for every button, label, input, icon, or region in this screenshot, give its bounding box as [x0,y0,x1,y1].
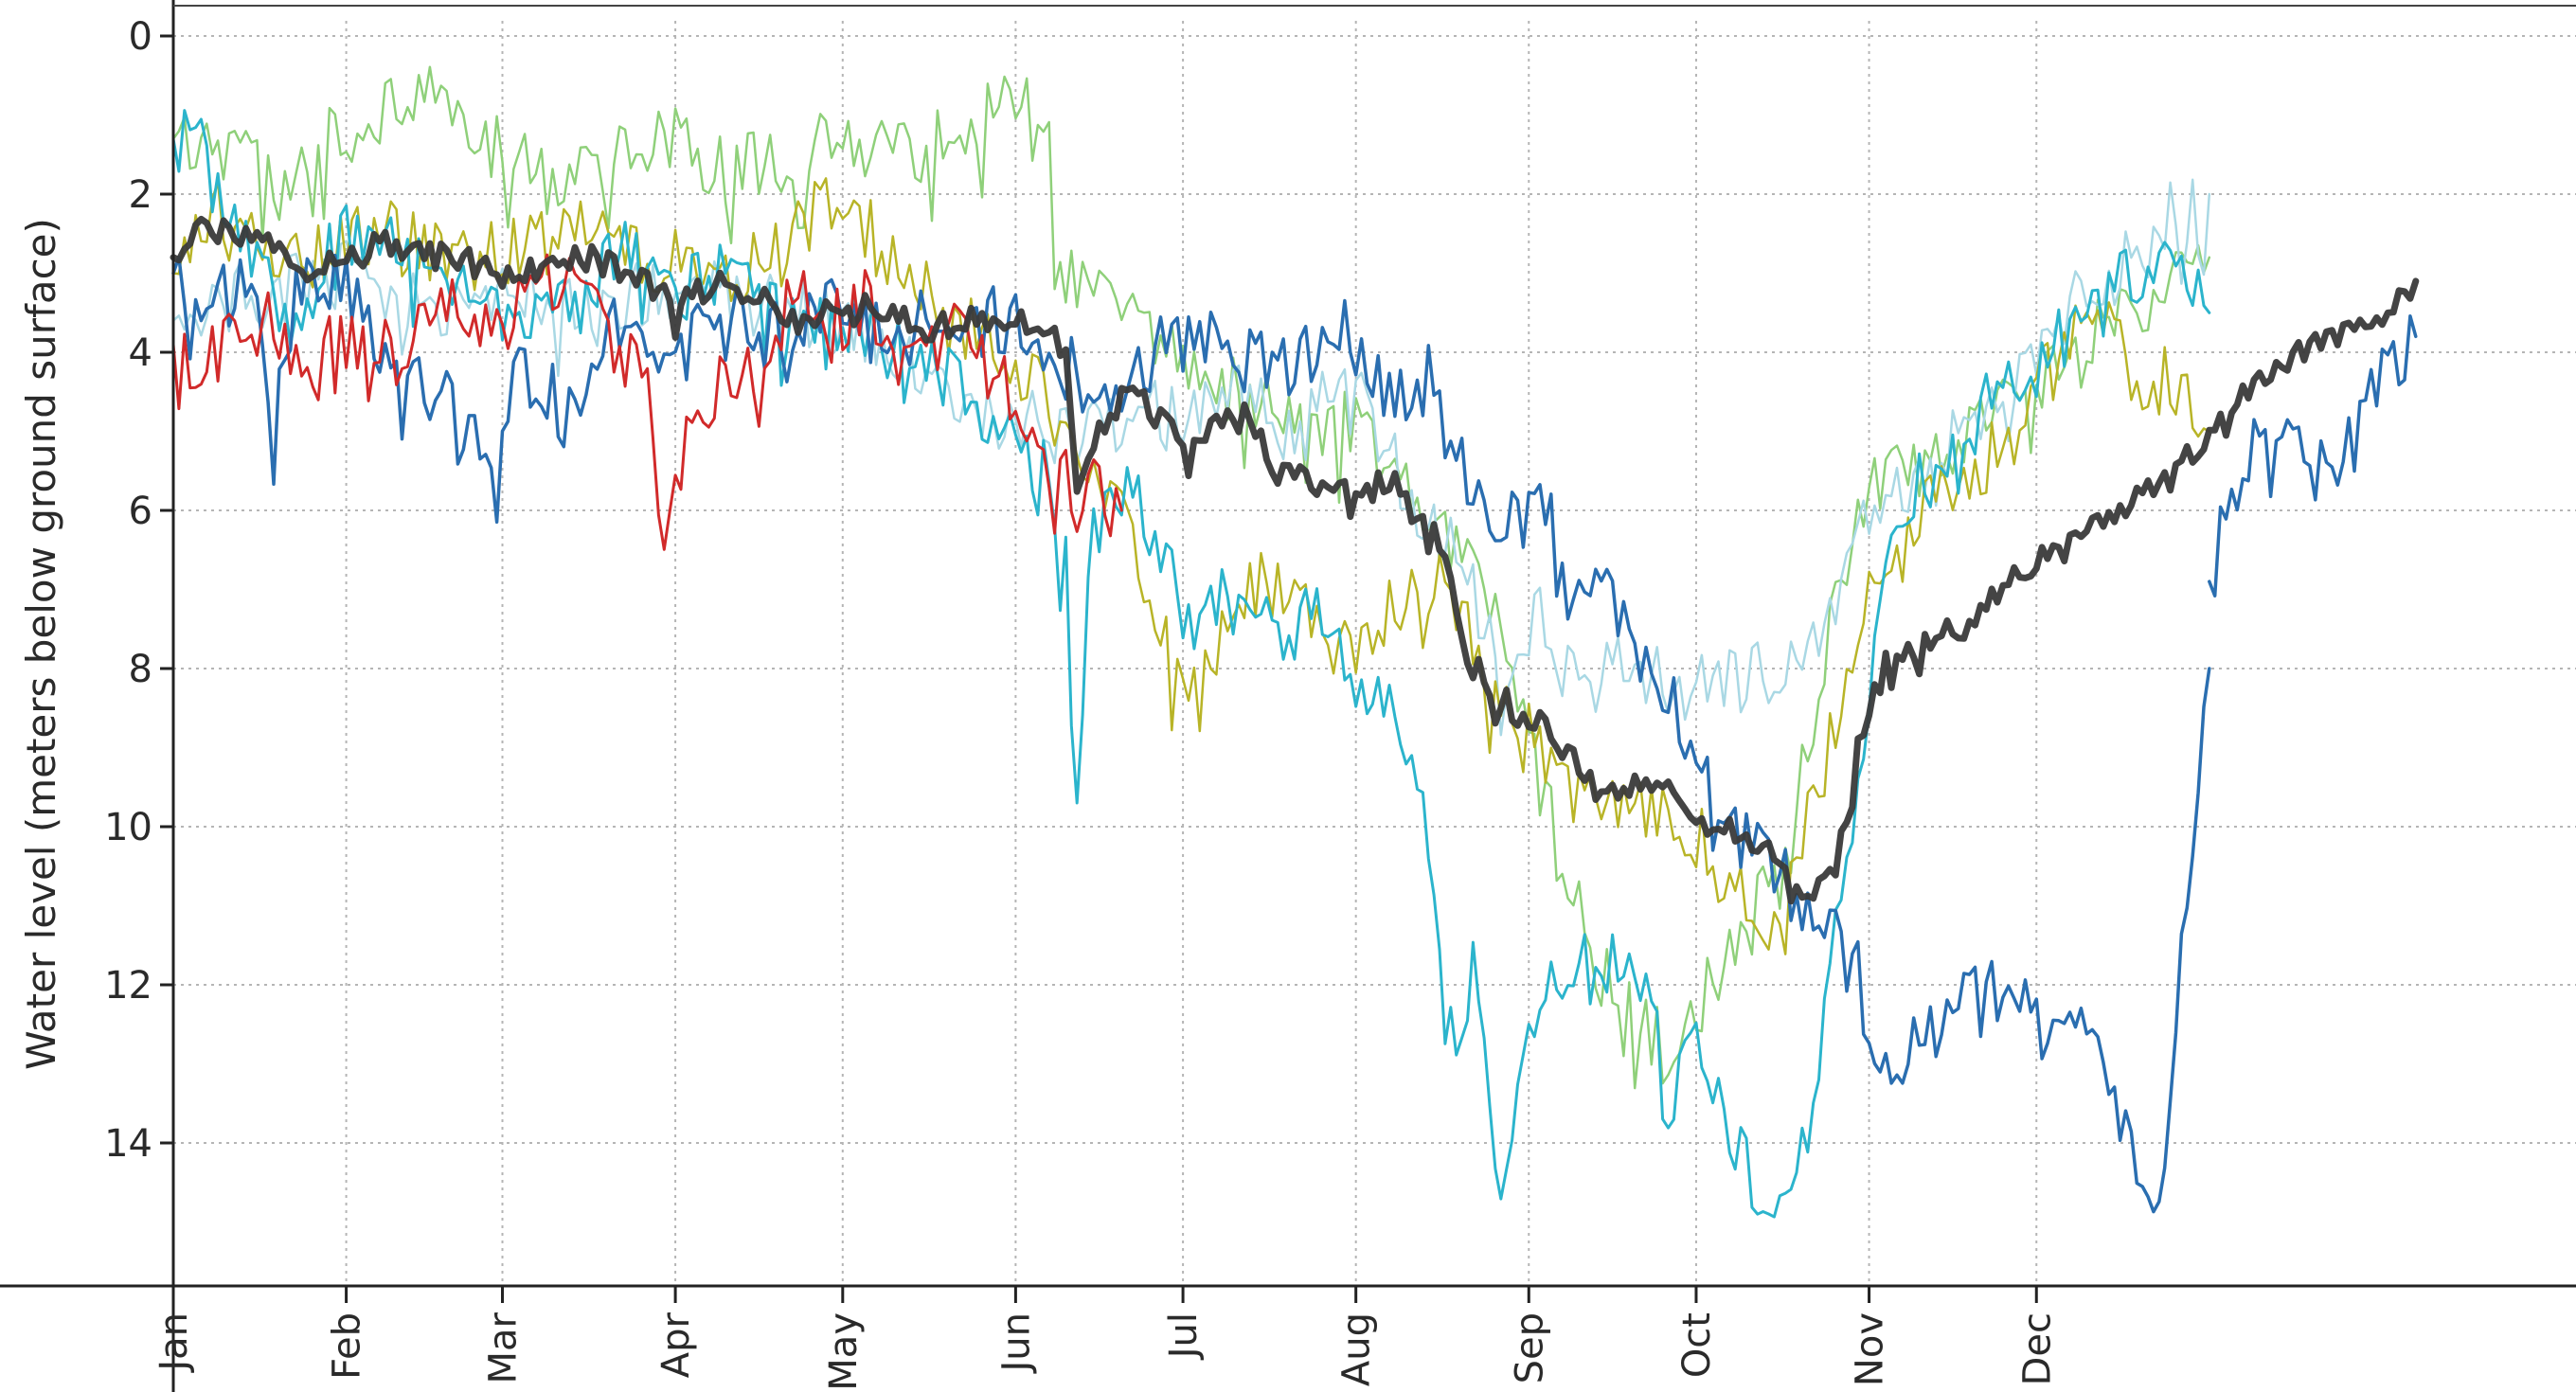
y-axis-title: Water level (meters below ground surface… [18,218,64,1070]
series-line-4 [171,253,2211,1214]
series-line-5 [2208,313,2418,598]
x-tick-label: Apr [654,1312,698,1378]
x-tick-label: May [822,1312,866,1391]
y-tick-label: 8 [129,648,152,691]
y-tick-label: 6 [129,490,152,533]
x-axis-ticks: Jan Feb Mar Apr May Jun Jul Aug Sep Oct Nov Dec [152,1286,2059,1391]
series-line-6 [171,253,1123,551]
x-tick-label: Jul [1162,1312,1206,1361]
series-line-2 [171,177,2211,955]
x-tick-label: Dec [2015,1312,2059,1385]
x-tick-label: Feb [326,1312,369,1380]
x-tick-label: Nov [1849,1312,1892,1386]
series-lines [170,65,2420,1219]
y-tick-label: 0 [129,15,152,59]
y-tick-label: 2 [129,173,152,217]
y-tick-label: 12 [104,964,152,1008]
x-tick-label: Sep [1508,1312,1551,1383]
series-line-0 [171,65,2211,1090]
series-line-1 [171,178,2211,737]
y-axis-ticks: 0 2 4 6 8 10 12 14 [104,15,173,1166]
y-tick-label: 4 [129,331,152,375]
y-tick-label: 14 [104,1122,152,1166]
x-tick-label: Jan [152,1312,196,1374]
x-tick-label: Mar [482,1312,526,1383]
x-tick-label: Oct [1675,1312,1719,1378]
x-tick-label: Jun [994,1312,1038,1375]
x-tick-label: Aug [1335,1312,1379,1386]
gridlines [172,21,2576,1286]
series-line-7 [170,215,2420,905]
y-tick-label: 10 [104,806,152,849]
